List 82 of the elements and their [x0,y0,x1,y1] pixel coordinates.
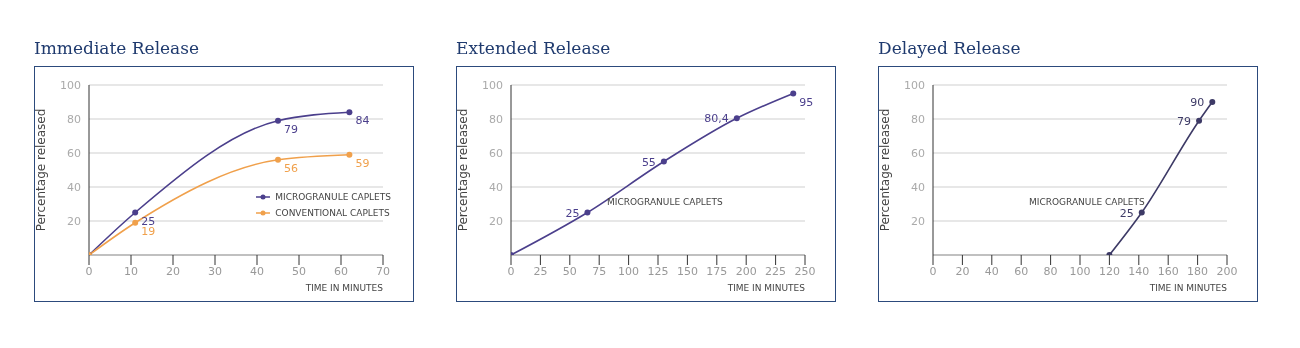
x-tick-label: 175 [706,264,728,278]
point [346,151,353,158]
data-label: 84 [355,114,370,128]
x-tick-label: 50 [562,264,577,278]
data-label: 79 [284,122,298,136]
x-tick-label: 30 [208,264,222,278]
data-label: 95 [799,95,814,109]
point [733,115,740,122]
y-tick-label: 100 [482,78,503,92]
y-axis-title: Percentage released [878,108,893,232]
point [790,90,797,97]
annotation: MICROGRANULE CAPLETS [607,197,723,207]
x-tick-label: 40 [984,264,999,278]
data-label: 59 [355,156,370,170]
data-label: 80,4 [704,112,729,126]
x-tick-label: 50 [292,264,306,278]
data-label: 90 [1190,96,1205,109]
point [346,109,353,116]
point [132,219,139,226]
x-tick-label: 200 [735,264,757,278]
x-axis-title: TIME IN MINUTES [304,283,384,293]
chart-title: Delayed Release [878,38,1022,60]
point [275,117,281,124]
y-tick-label: 80 [67,112,81,126]
y-tick-label: 60 [489,146,503,160]
x-tick-label: 60 [334,264,348,278]
x-tick-label: 0 [929,264,937,278]
x-tick-label: 225 [765,264,787,278]
x-tick-label: 0 [85,264,93,278]
y-tick-label: 100 [60,78,81,92]
x-tick-label: 200 [1216,264,1238,278]
data-label: 56 [284,161,298,175]
x-tick-label: 40 [250,264,264,278]
data-label: 79 [1177,114,1192,128]
x-tick-label: 160 [1157,264,1179,278]
data-label: 55 [641,155,656,169]
y-axis-title: Percentage released [456,108,471,232]
x-tick-label: 125 [647,264,669,278]
x-tick-label: 25 [533,264,548,278]
x-tick-label: 140 [1128,264,1150,278]
chart-title: Extended Release [456,38,612,60]
data-label: 25 [1119,206,1134,220]
x-tick-label: 75 [592,264,607,278]
x-tick-label: 20 [955,264,970,278]
x-axis-title: TIME IN MINUTES [1148,283,1228,293]
y-axis-title: Percentage released [34,108,49,232]
point [1196,117,1203,124]
x-tick-label: 10 [124,264,138,278]
data-label: 25 [565,206,580,220]
point [584,209,591,216]
x-tick-label: 0 [507,264,515,278]
x-tick-label: 70 [376,264,390,278]
point [132,209,139,216]
point [275,156,281,163]
x-tick-label: 100 [1069,264,1091,278]
x-tick-label: 60 [1014,264,1029,278]
annotation: MICROGRANULE CAPLETS [1029,197,1145,207]
y-tick-label: 60 [911,146,925,160]
y-tick-label: 20 [67,214,81,228]
x-tick-label: 80 [1043,264,1058,278]
y-tick-label: 100 [904,78,925,92]
point [1138,209,1145,216]
y-tick-label: 20 [911,214,925,228]
point [1209,99,1216,105]
x-tick-label: 250 [794,264,816,278]
legend-label: CONVENTIONAL CAPLETS [275,208,390,218]
x-tick-label: 180 [1187,264,1209,278]
x-axis-title: TIME IN MINUTES [726,283,806,293]
y-tick-label: 40 [67,180,81,194]
legend-label: MICROGRANULE CAPLETS [275,192,391,202]
y-tick-label: 40 [911,180,925,194]
x-tick-label: 20 [166,264,180,278]
x-tick-label: 100 [618,264,640,278]
x-tick-label: 120 [1098,264,1120,278]
y-tick-label: 80 [489,112,503,126]
point [660,158,667,165]
x-tick-label: 150 [676,264,698,278]
y-tick-label: 60 [67,146,81,160]
y-tick-label: 40 [489,180,503,194]
y-tick-label: 20 [489,214,503,228]
y-tick-label: 80 [911,112,925,126]
chart-title: Immediate Release [34,38,201,60]
